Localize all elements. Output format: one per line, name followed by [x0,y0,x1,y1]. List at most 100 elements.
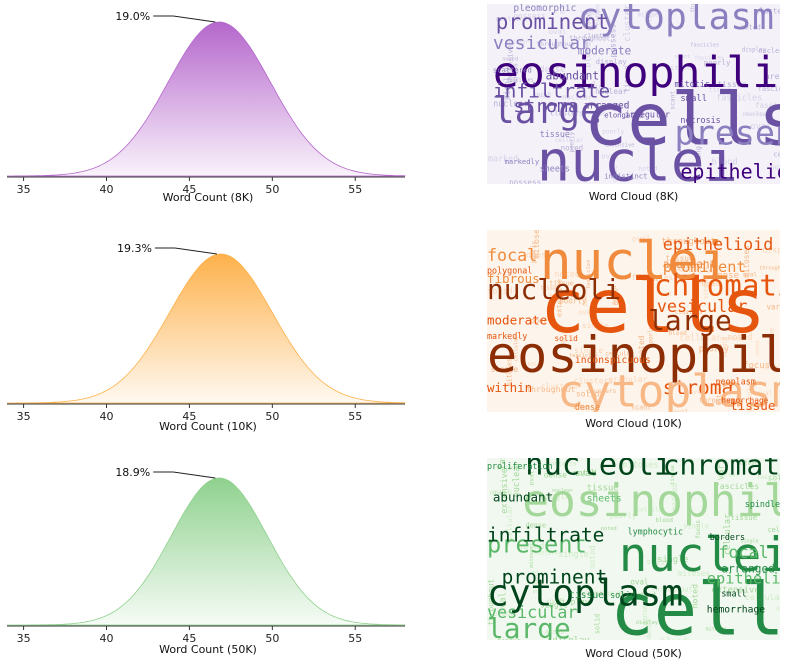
word-cloud-filler-word: oval [715,396,735,406]
word-cloud-filler-word: dense [582,288,589,307]
word-cloud-filler-word: tissue [709,85,732,93]
word-cloud-filler-word: mitoses [706,627,727,633]
word-cloud-filler-word: tissue [666,254,694,263]
peak-leader-line [173,471,216,479]
word-cloud-filler-word: areas [722,473,739,479]
word-cloud-filler-word: tissue [769,327,776,349]
word-cloud-filler-word: oval [549,27,567,36]
word-cloud-filler-word: cellular [745,592,785,602]
word-cloud-filler-word: mitoses [716,379,723,405]
word-cloud-filler-word: contains [495,15,528,23]
word-cloud-filler-word: noted [561,144,584,153]
word-cloud-filler-word: tissue [497,637,521,645]
word-cloud-filler-word: oval [528,470,535,485]
word-cloud-word: prominent [663,258,746,276]
word-cloud-word: solid [610,590,635,600]
word-cloud-filler-word: throughout [651,585,693,593]
word-cloud-filler-word: nuclear [493,99,528,109]
density-area [7,21,406,177]
word-cloud-word: abundant [546,70,599,83]
word-cloud-word: nuclei [619,528,790,583]
word-cloud-filler-word: poorly [602,129,624,136]
word-cloud-word: focal [719,542,769,562]
word-cloud-filler-word: oval [611,450,619,466]
word-cloud-filler-word: oval [750,122,771,132]
word-cloud-word: cytoplasm [557,367,793,418]
x-tick-label: 45 [182,410,196,423]
word-cloud-filler-word: possess [598,100,628,109]
word-cloud-word: indistinct [604,172,647,181]
word-cloud-word: within [487,380,532,395]
x-tick-label: 50 [265,632,279,645]
word-cloud-filler-word: focus [695,520,702,539]
word-cloud-word: arranged [721,563,774,576]
word-cloud-filler-word: oval [578,307,595,316]
word-cloud-filler-word: poorly [704,58,731,67]
word-cloud-word: lymphocytic [628,526,683,536]
word-cloud-word: eosinophilic [487,325,793,384]
word-cloud-filler-word: tissue [592,111,611,117]
word-cloud-filler-word: blood [712,158,738,168]
word-cloud-filler-word: poorly [531,316,557,325]
word-cloud-word: stroma [663,376,733,399]
word-cloud-word: present [675,113,793,152]
word-cloud-filler-word: solid [488,286,513,296]
word-cloud-filler-word: throughout [759,266,790,272]
word-cloud-filler-word: scant [631,404,651,412]
word-cloud-filler-word: scant [530,569,540,594]
word-cloud: mitosesareasmarkedovaltissuepoorlysingle… [487,230,793,418]
word-cloud-filler-word: marked [738,556,759,562]
word-cloud-word: solid [554,334,577,343]
peak-label: 19.3% [117,242,152,255]
word-cloud-filler-word: oval [757,389,773,397]
word-cloud-word: hemorrhage [721,396,768,405]
word-cloud-word: inconspicuous [575,355,651,366]
word-cloud-filler-word: blood [583,42,593,68]
word-cloud-filler-word: nuclear [595,87,627,96]
word-cloud-filler-word: noted [645,10,653,30]
word-cloud-filler-word: marked [488,154,518,164]
word-cloud-filler-word: clusters [623,0,633,42]
word-cloud-filler-word: variable [716,438,726,481]
word-cloud-filler-word: fascicles [755,101,793,110]
word-cloud-word: nuclei [540,231,731,292]
word-cloud-filler-word: fascicles [690,42,719,48]
word-cloud-filler-word: fascicles [694,56,724,62]
word-cloud-word: infiltrate [487,524,604,547]
word-cloud-filler-word: dense [539,65,565,75]
word-cloud-filler-word: focus [562,326,568,344]
word-cloud-word: neoplasm [716,377,756,387]
word-cloud-caption: Word Cloud (8K) [589,190,678,203]
word-cloud-filler-word: nuclear [562,92,592,101]
word-cloud-filler-word: oval [586,11,592,24]
word-cloud-filler-word: tissue [549,280,574,288]
word-cloud-filler-word: throughout [699,396,742,405]
word-cloud-filler-word: mitoses [595,588,625,597]
word-cloud-filler-word: single [722,336,728,357]
word-cloud-word: spindle [745,499,780,509]
word-cloud-filler-word: clusters [584,32,615,40]
word-cloud-word: markedly [505,157,540,166]
word-cloud-word: large [487,612,571,645]
word-cloud-word: cells [584,78,793,162]
word-cloud-filler-word: tissue [587,483,619,493]
word-cloud-filler-word: single [491,365,519,374]
word-cloud-filler-word: oval [660,292,673,298]
word-cloud-filler-word: nuclear [507,40,528,46]
word-cloud-word: abundant [663,258,716,271]
word-cloud-filler-word: blood [669,330,688,337]
word-cloud-filler-word: mitoses [666,63,696,72]
word-cloud-filler-word: granular [746,380,754,412]
word-cloud-filler-word: clusters [574,375,614,385]
peak-label: 18.9% [115,466,150,479]
word-cloud-word: cells [610,569,793,653]
word-cloud-filler-word: oval [535,91,551,99]
word-cloud-filler-word: extensive [712,585,760,595]
word-cloud-filler-word: possess [743,112,766,118]
word-cloud-word: hemorrhage [707,605,765,616]
word-cloud-filler-word: tissue [623,65,632,93]
word-cloud-filler-word: oval [547,598,564,606]
word-cloud-filler-word: cellular [555,138,584,144]
